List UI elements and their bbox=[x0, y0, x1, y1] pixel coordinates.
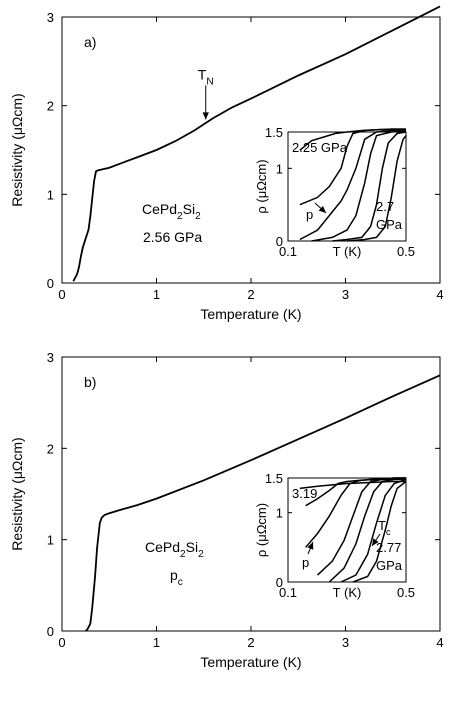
inset: 0 1 1.5 0.1 0.5 T (K) ρ (μΩcm) 3.19 2.77 GPa p Tc bbox=[254, 471, 415, 600]
inset-y-tick-label: 1.5 bbox=[265, 125, 283, 140]
compound-label: CePd2Si2 bbox=[145, 539, 204, 560]
inset-series-line bbox=[340, 478, 407, 583]
pressure-label: 2.56 GPa bbox=[143, 229, 202, 245]
compound-label-part-3: 2 bbox=[195, 211, 201, 222]
inset-series-line bbox=[332, 131, 407, 242]
x-tick-label: 4 bbox=[436, 287, 443, 302]
inset-x-tick-label: 0.1 bbox=[279, 244, 297, 259]
y-tick-label: 3 bbox=[47, 350, 54, 365]
panel-b: 0 1 2 3 4 0 1 2 3 Temperature (K) Resistivity (μΩc… bbox=[9, 350, 444, 670]
inset-y-tick-label: 0 bbox=[276, 234, 283, 249]
y-axis-label: Resistivity (μΩcm) bbox=[9, 437, 25, 550]
inset-x-tick-label: 0.5 bbox=[397, 585, 415, 600]
inset-pressure-arrow-head bbox=[318, 205, 326, 213]
y-tick-label: 3 bbox=[47, 10, 54, 25]
compound-label-part-0: CePd bbox=[142, 201, 177, 217]
y-tick-label: 1 bbox=[47, 187, 54, 202]
x-tick-label: 3 bbox=[342, 287, 349, 302]
x-tick-label: 0 bbox=[58, 287, 65, 302]
series-line bbox=[72, 5, 441, 282]
inset-top-pressure-label: 3.19 bbox=[292, 486, 317, 501]
neel-temperature-label-base: T bbox=[198, 66, 207, 82]
x-tick-label: 0 bbox=[58, 635, 65, 650]
y-axis-label: Resistivity (μΩcm) bbox=[9, 93, 25, 206]
compound-label-part-3: 2 bbox=[198, 549, 204, 560]
inset-end-pressure-unit: GPa bbox=[376, 558, 403, 573]
x-tick-label: 4 bbox=[436, 635, 443, 650]
y-tick-label: 0 bbox=[47, 276, 54, 291]
inset-y-axis-label: ρ (μΩcm) bbox=[254, 503, 269, 557]
inset-series-line bbox=[346, 135, 407, 242]
inset-tc-label-base: T bbox=[378, 518, 386, 533]
inset-x-tick-label: 0.5 bbox=[397, 244, 415, 259]
inset-series-line bbox=[316, 477, 406, 576]
neel-arrow-head bbox=[202, 112, 209, 120]
inset-end-pressure-value: 2.77 bbox=[376, 540, 401, 555]
inset-series-line bbox=[299, 128, 406, 206]
inset-series-line bbox=[311, 129, 407, 242]
inset-x-axis-label: T (K) bbox=[333, 244, 362, 259]
inset-end-pressure-unit: GPa bbox=[376, 217, 403, 232]
y-tick-label: 2 bbox=[47, 441, 54, 456]
inset-top-pressure-label: 2.25 GPa bbox=[292, 140, 348, 155]
neel-temperature-label: TN bbox=[198, 66, 214, 87]
inset-series-line bbox=[299, 129, 406, 241]
x-tick-label: 2 bbox=[247, 635, 254, 650]
panel-label: a) bbox=[84, 34, 96, 50]
inset-series-line bbox=[352, 480, 407, 583]
inset-end-pressure-value: 2.7 bbox=[376, 199, 394, 214]
inset-tc-label-sub: c bbox=[386, 527, 391, 537]
compound-label-part-0: CePd bbox=[145, 539, 180, 555]
inset-pressure-arrow-head bbox=[307, 542, 314, 550]
x-axis-label: Temperature (K) bbox=[200, 654, 301, 670]
compound-label-part-1: 2 bbox=[180, 549, 186, 560]
inset-y-tick-label: 1 bbox=[276, 506, 283, 521]
y-tick-label: 1 bbox=[47, 533, 54, 548]
inset-y-tick-label: 1 bbox=[276, 161, 283, 176]
y-tick-label: 2 bbox=[47, 99, 54, 114]
compound-label-part-2: Si bbox=[183, 201, 195, 217]
inset-y-tick-label: 0 bbox=[276, 575, 283, 590]
compound-label-part-1: 2 bbox=[177, 211, 183, 222]
inset-x-tick-label: 0.1 bbox=[279, 585, 297, 600]
inset-y-tick-label: 1.5 bbox=[265, 471, 283, 486]
inset-series-line bbox=[328, 477, 407, 583]
x-tick-label: 1 bbox=[153, 635, 160, 650]
y-tick-label: 0 bbox=[47, 624, 54, 639]
inset-tc-arrow-head bbox=[372, 538, 379, 546]
critical-pressure-label: pc bbox=[170, 567, 183, 588]
neel-temperature-label-sub: N bbox=[206, 76, 213, 87]
inset-pressure-label: p bbox=[306, 207, 313, 222]
inset-y-axis-label: ρ (μΩcm) bbox=[254, 159, 269, 213]
critical-pressure-label-sub: c bbox=[178, 577, 183, 588]
compound-label: CePd2Si2 bbox=[142, 201, 201, 222]
inset-tc-label: Tc bbox=[378, 518, 391, 537]
series-line bbox=[84, 374, 441, 632]
critical-pressure-label-base: p bbox=[170, 567, 178, 583]
x-axis-label: Temperature (K) bbox=[200, 306, 301, 322]
inset-series-line bbox=[299, 480, 406, 490]
inset-pressure-label: p bbox=[302, 555, 309, 570]
inset-x-axis-label: T (K) bbox=[333, 585, 362, 600]
inset-frame bbox=[287, 477, 407, 583]
x-tick-label: 2 bbox=[247, 287, 254, 302]
x-tick-label: 1 bbox=[153, 287, 160, 302]
panel-label: b) bbox=[84, 374, 96, 390]
compound-label-part-2: Si bbox=[186, 539, 198, 555]
inset: 0 1 1.5 0.1 0.5 T (K) ρ (μΩcm) 2.25 GPa 2.7 GPa p bbox=[254, 125, 415, 259]
x-tick-label: 3 bbox=[342, 635, 349, 650]
panel-a: 0 1 2 3 4 0 1 2 3 Temperature (K) Resistivity (μΩc… bbox=[9, 5, 444, 322]
